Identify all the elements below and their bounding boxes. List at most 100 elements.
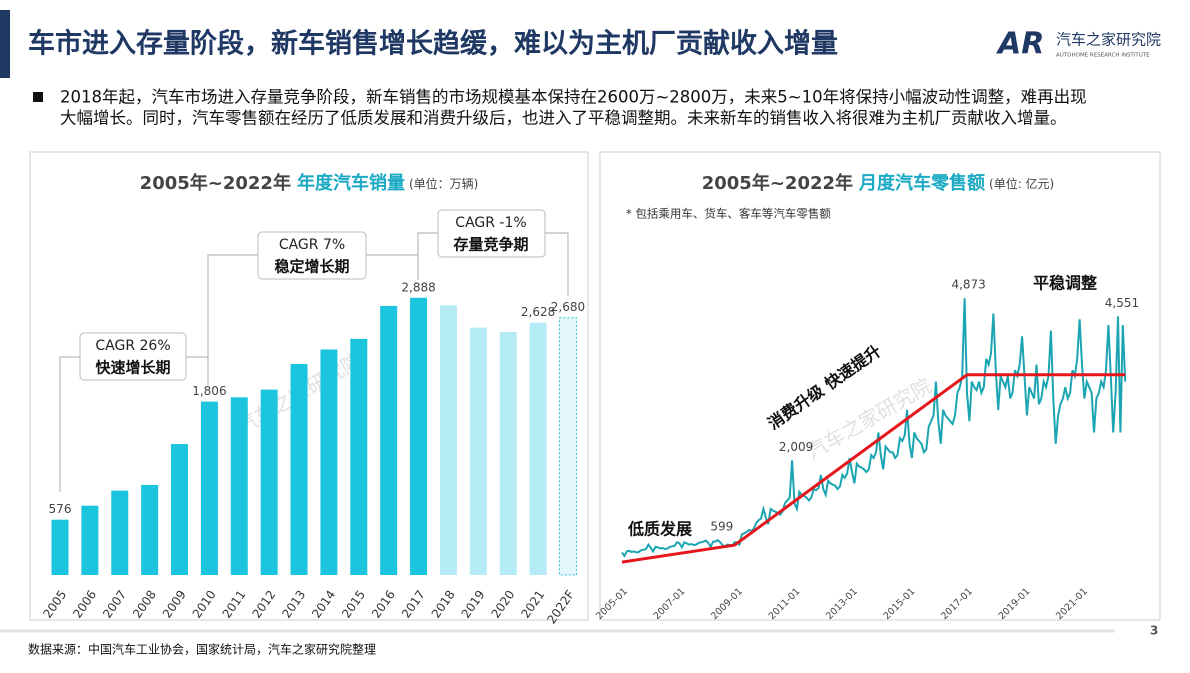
bullet bbox=[33, 92, 43, 102]
bar bbox=[171, 444, 189, 575]
value-label: 576 bbox=[49, 502, 72, 516]
x-tick-label: 2007-01 bbox=[652, 586, 688, 622]
logo-name: 汽车之家研究院 bbox=[1056, 31, 1161, 49]
x-tick-label: 2010 bbox=[190, 588, 219, 621]
chart-title: 2005年~2022年 月度汽车零售额 (单位: 亿元) bbox=[702, 172, 1055, 194]
value-label: 2,680 bbox=[551, 300, 585, 314]
bar bbox=[410, 297, 428, 575]
bracket bbox=[59, 356, 80, 492]
bar bbox=[51, 519, 69, 575]
x-tick-label: 2007 bbox=[100, 588, 129, 621]
chart-title: 2005年~2022年 年度汽车销量 (单位：万辆) bbox=[140, 172, 479, 194]
unit: (单位：万辆) bbox=[409, 176, 478, 191]
x-tick-label: 2015-01 bbox=[882, 586, 918, 622]
brackets bbox=[59, 232, 569, 492]
phase: 稳定增长期 bbox=[274, 258, 349, 276]
x-tick-label: 2014 bbox=[309, 588, 338, 621]
bar bbox=[260, 389, 278, 575]
title-part: 2005年~2022年 bbox=[140, 172, 291, 194]
x-tick-label: 2021 bbox=[518, 588, 547, 621]
value-label: 2,888 bbox=[401, 280, 435, 294]
value-label: 1,806 bbox=[192, 384, 226, 398]
x-tick-label: 2009 bbox=[160, 588, 189, 621]
page-number: 3 bbox=[1150, 624, 1158, 638]
bar bbox=[380, 305, 398, 575]
bullet-text: 2018年起，汽车市场进入存量竞争阶段，新车销售的市场规模基本保持在2600万~… bbox=[60, 88, 1087, 107]
x-tick-label: 2021-01 bbox=[1054, 586, 1090, 622]
phase-label: 低质发展 bbox=[627, 520, 693, 539]
x-tick-label: 2017-01 bbox=[939, 586, 975, 622]
x-tick-label: 2020 bbox=[489, 588, 518, 621]
bracket bbox=[207, 254, 258, 357]
x-tick-label: 2013-01 bbox=[824, 586, 860, 622]
bar bbox=[320, 349, 338, 575]
x-tick-label: 2012 bbox=[249, 588, 278, 621]
bracket bbox=[417, 232, 438, 255]
title-highlight: 年度汽车销量 bbox=[297, 172, 405, 194]
bracket bbox=[186, 356, 209, 385]
trend-line bbox=[621, 373, 1126, 564]
bracket bbox=[366, 254, 419, 280]
x-tick-label: 2019 bbox=[459, 588, 488, 621]
x-tick-label: 2018 bbox=[429, 588, 458, 621]
x-tick-label: 2008 bbox=[130, 588, 159, 621]
header-accent bbox=[0, 10, 10, 78]
bar bbox=[439, 305, 457, 575]
x-tick-label: 2009-01 bbox=[709, 586, 745, 622]
phase: 快速增长期 bbox=[95, 359, 170, 377]
right-panel bbox=[599, 151, 1161, 621]
x-tick-label: 2019-01 bbox=[997, 586, 1033, 622]
source: 数据来源：中国汽车工业协会，国家统计局，汽车之家研究院整理 bbox=[28, 642, 376, 657]
bar bbox=[469, 327, 487, 575]
phase: 存量竞争期 bbox=[453, 236, 528, 254]
bar bbox=[141, 484, 159, 575]
x-tick-label: 2011-01 bbox=[767, 586, 803, 622]
value-label: 2,628 bbox=[521, 305, 555, 319]
unit: (单位: 亿元) bbox=[989, 176, 1054, 191]
value-label: 2,009 bbox=[779, 440, 813, 454]
bullet-text: 大幅增长。同时，汽车零售额在经历了低质发展和消费升级后，也进入了平稳调整期。未来… bbox=[60, 109, 1067, 128]
x-tick-label: 2015 bbox=[339, 588, 368, 621]
x-tick-label: 2016 bbox=[369, 588, 398, 621]
cagr: CAGR 7% bbox=[279, 237, 345, 253]
x-tick-label: 2006 bbox=[70, 588, 99, 621]
bar bbox=[529, 322, 547, 575]
bar bbox=[111, 490, 129, 575]
x-tick-label: 2013 bbox=[279, 588, 308, 621]
cagr-box: CAGR 7% 稳定增长期 bbox=[257, 231, 367, 280]
bar bbox=[81, 505, 99, 575]
logo-mark: AR bbox=[996, 27, 1044, 62]
bar bbox=[499, 332, 517, 575]
bar bbox=[558, 317, 577, 576]
x-tick-label: 2005 bbox=[40, 588, 69, 621]
cagr: CAGR -1% bbox=[455, 215, 526, 231]
box bbox=[79, 332, 187, 381]
x-tick-label: 2017 bbox=[399, 588, 428, 621]
value-label: 599 bbox=[710, 520, 733, 534]
slide-title: 车市进入存量阶段，新车销售增长趋缓，难以为主机厂贡献收入增量 bbox=[28, 28, 838, 60]
left-panel bbox=[29, 151, 589, 621]
phase-label: 平稳调整 bbox=[1033, 274, 1097, 293]
bar bbox=[230, 397, 248, 575]
x-tick-label: 2005-01 bbox=[594, 586, 630, 622]
value-label: 4,551 bbox=[1105, 296, 1139, 310]
value-label: 4,873 bbox=[951, 278, 985, 292]
bar bbox=[290, 363, 308, 575]
box bbox=[437, 209, 546, 258]
cagr: CAGR 26% bbox=[95, 338, 170, 354]
bar bbox=[350, 338, 368, 575]
cagr-box: CAGR -1% 存量竞争期 bbox=[437, 209, 546, 258]
x-tick-label: 2022F bbox=[544, 588, 577, 627]
bracket bbox=[545, 232, 569, 296]
chart-note: * 包括乘用车、货车、客车等汽车零售额 bbox=[626, 207, 831, 221]
box bbox=[257, 231, 367, 280]
logo-subtitle: AUTOHOME RESEARCH INSTITUTE bbox=[1056, 53, 1150, 59]
title-part: 2005年~2022年 bbox=[702, 172, 853, 194]
line bbox=[621, 298, 1127, 558]
bar bbox=[200, 401, 218, 575]
x-tick-label: 2011 bbox=[220, 588, 249, 621]
title-highlight: 月度汽车零售额 bbox=[858, 172, 985, 194]
cagr-box: CAGR 26% 快速增长期 bbox=[79, 332, 187, 381]
